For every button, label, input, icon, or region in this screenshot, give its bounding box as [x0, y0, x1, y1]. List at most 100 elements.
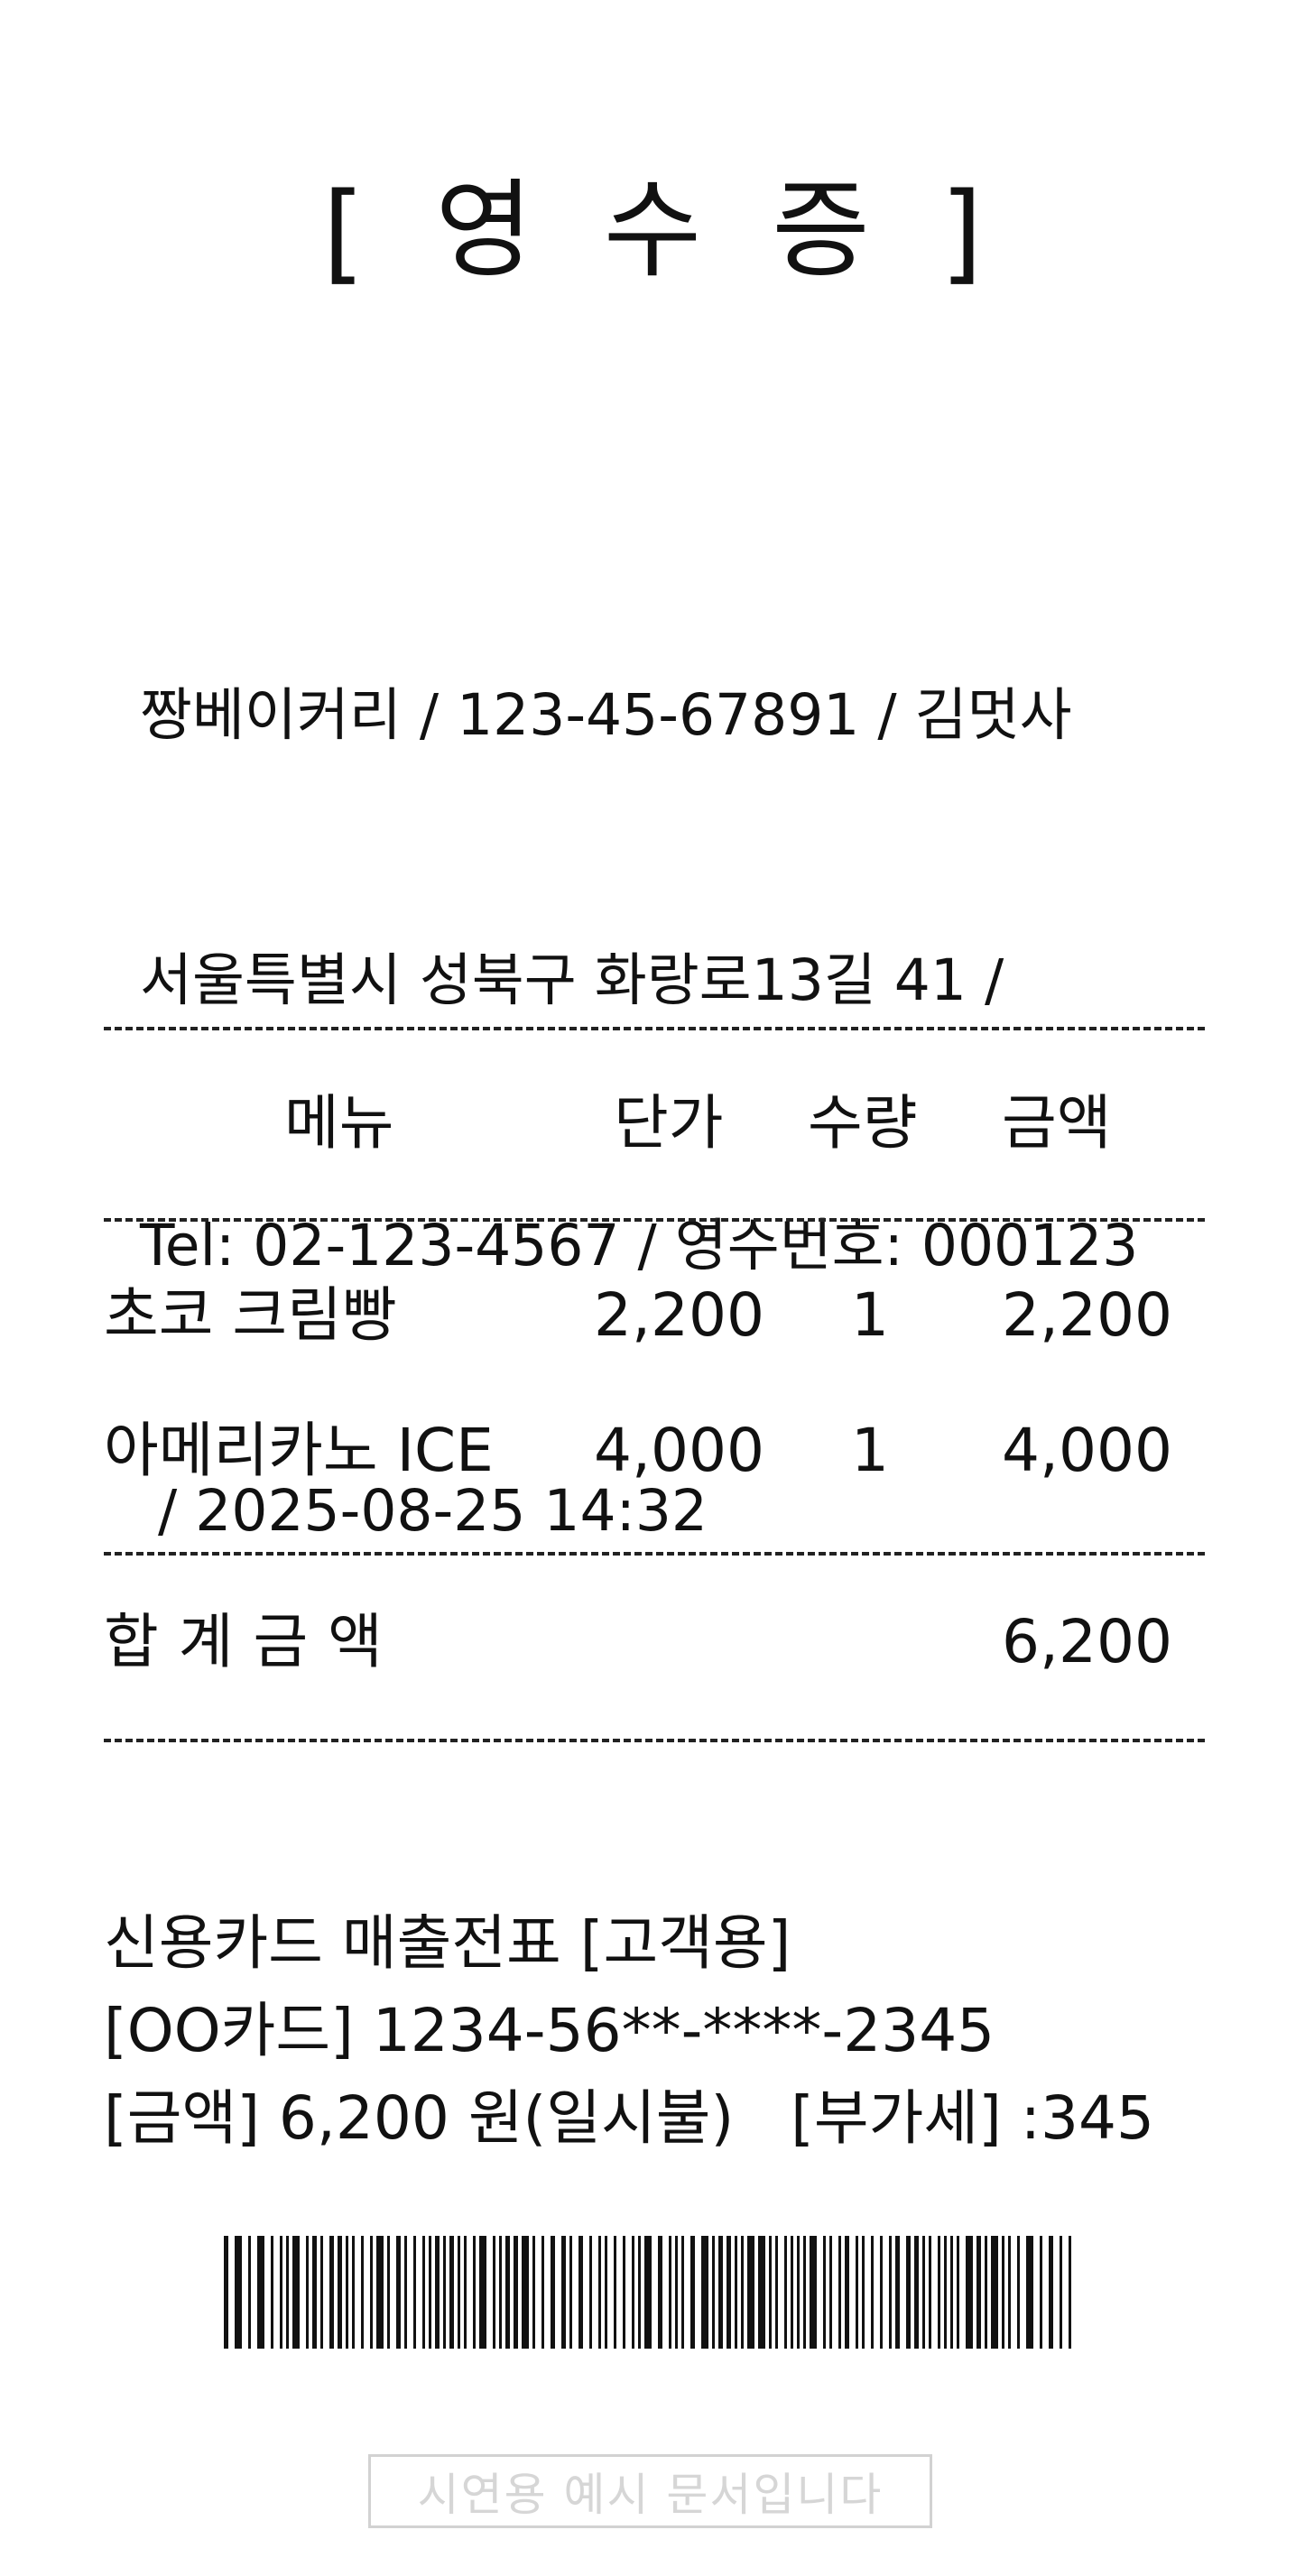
barcode-bar-40 — [569, 2236, 572, 2349]
barcode-bar-30 — [479, 2236, 486, 2349]
barcode-bar-16 — [370, 2236, 373, 2349]
barcode-bar-80 — [906, 2236, 911, 2349]
divider-total — [104, 1739, 1205, 1742]
barcode-bar-69 — [810, 2236, 817, 2349]
barcode-bar-9 — [312, 2236, 317, 2349]
barcode-bar-51 — [669, 2236, 671, 2349]
store-info: 짱베이커리 / 123-45-67891 / 김멋사 서울특별시 성북구 화랑로… — [140, 494, 1205, 1644]
item-1-qty: 1 — [851, 1280, 889, 1350]
title-bracket-close: ] — [939, 171, 983, 296]
card-slip: 신용카드 매출전표 [고객용] [OO카드] 1234-56**-****-23… — [104, 1899, 1223, 2162]
receipt-title: [ 영 수 증 ] — [0, 167, 1305, 293]
barcode-bar-37 — [541, 2236, 544, 2349]
barcode-bar-84 — [938, 2236, 940, 2349]
barcode-bar-22 — [422, 2236, 425, 2349]
barcode-bar-95 — [1026, 2236, 1033, 2349]
column-header-qty: 수량 — [808, 1088, 918, 1158]
barcode-bar-88 — [966, 2236, 973, 2349]
column-header-menu: 메뉴 — [284, 1088, 394, 1158]
barcode-bar-62 — [758, 2236, 765, 2349]
barcode-bar-28 — [464, 2236, 467, 2349]
barcode-bar-75 — [862, 2236, 865, 2349]
barcode-bar-25 — [443, 2236, 446, 2349]
total-label: 합계금액 — [104, 1607, 403, 1676]
barcode-bar-41 — [578, 2236, 583, 2349]
barcode-bar-7 — [292, 2236, 300, 2349]
barcode-bar-65 — [784, 2236, 787, 2349]
card-amount: [금액] 6,200 원(일시불) [부가세] :345 — [104, 2083, 1155, 2153]
barcode-bar-33 — [505, 2236, 510, 2349]
barcode-bar-90 — [985, 2236, 987, 2349]
barcode-bar-66 — [791, 2236, 793, 2349]
barcode-bar-86 — [950, 2236, 953, 2349]
column-header-amount: 금액 — [1002, 1088, 1112, 1158]
item-1-name: 초코 크림빵 — [104, 1280, 397, 1350]
barcode-bar-67 — [797, 2236, 800, 2349]
barcode-bar-91 — [991, 2236, 998, 2349]
divider-items — [104, 1552, 1205, 1556]
barcode-bar-11 — [329, 2236, 334, 2349]
barcode-bar-79 — [895, 2236, 900, 2349]
barcode-bar-36 — [532, 2236, 535, 2349]
barcode-bar-94 — [1017, 2236, 1020, 2349]
barcode-bar-87 — [957, 2236, 959, 2349]
barcode-bar-5 — [280, 2236, 282, 2349]
barcode-bar-23 — [429, 2236, 431, 2349]
barcode-bar-96 — [1040, 2236, 1042, 2349]
store-info-line-1: 짱베이커리 / 123-45-67891 / 김멋사 — [140, 682, 1072, 748]
card-slip-title: 신용카드 매출전표 [고객용] — [104, 1908, 791, 1978]
store-info-line-2: 서울특별시 성북구 화랑로13길 41 / — [140, 947, 1004, 1013]
barcode-bar-47 — [632, 2236, 634, 2349]
total-amount: 6,200 — [1002, 1607, 1172, 1676]
barcode-bar-15 — [361, 2236, 364, 2349]
barcode — [224, 2236, 1071, 2349]
barcode-bar-68 — [803, 2236, 806, 2349]
barcode-bar-0 — [224, 2236, 228, 2349]
barcode-bar-45 — [614, 2236, 616, 2349]
barcode-bar-43 — [598, 2236, 601, 2349]
store-info-line-3: Tel: 02-123-4567 / 영수번호: 000123 — [140, 1213, 1139, 1279]
barcode-bar-99 — [1069, 2236, 1071, 2349]
barcode-bar-46 — [623, 2236, 625, 2349]
item-2-price: 4,000 — [594, 1416, 764, 1485]
barcode-bar-42 — [589, 2236, 592, 2349]
barcode-bar-4 — [271, 2236, 273, 2349]
barcode-bar-71 — [829, 2236, 832, 2349]
divider-top — [104, 1027, 1205, 1030]
barcode-bar-82 — [922, 2236, 925, 2349]
column-header-price: 단가 — [614, 1088, 724, 1158]
barcode-bar-6 — [286, 2236, 289, 2349]
barcode-bar-50 — [658, 2236, 662, 2349]
card-number: [OO카드] 1234-56**-****-2345 — [104, 1996, 995, 2065]
barcode-bar-8 — [306, 2236, 309, 2349]
barcode-bar-31 — [493, 2236, 495, 2349]
barcode-bar-54 — [690, 2236, 695, 2349]
barcode-bar-14 — [352, 2236, 355, 2349]
barcode-bar-74 — [856, 2236, 858, 2349]
barcode-bar-73 — [845, 2236, 849, 2349]
barcode-bar-55 — [701, 2236, 708, 2349]
barcode-bar-20 — [404, 2236, 407, 2349]
barcode-bar-72 — [838, 2236, 841, 2349]
store-info-line-4: / 2025-08-25 14:32 — [140, 1478, 708, 1544]
barcode-bar-58 — [727, 2236, 731, 2349]
sample-stamp: 시연용 예시 문서입니다 — [368, 2454, 932, 2528]
barcode-bar-29 — [473, 2236, 476, 2349]
barcode-bar-60 — [741, 2236, 744, 2349]
barcode-bar-76 — [871, 2236, 874, 2349]
barcode-bar-53 — [681, 2236, 684, 2349]
barcode-bar-38 — [551, 2236, 555, 2349]
barcode-bar-78 — [889, 2236, 892, 2349]
item-1-price: 2,200 — [594, 1280, 764, 1350]
barcode-bar-2 — [248, 2236, 251, 2349]
title-char-1: 영 — [435, 168, 533, 292]
title-bracket-open: [ — [322, 171, 366, 296]
barcode-bar-59 — [735, 2236, 737, 2349]
barcode-bar-70 — [823, 2236, 826, 2349]
barcode-bar-24 — [435, 2236, 440, 2349]
barcode-bar-48 — [638, 2236, 641, 2349]
barcode-bar-13 — [346, 2236, 348, 2349]
barcode-bar-92 — [1002, 2236, 1004, 2349]
barcode-bar-35 — [522, 2236, 529, 2349]
barcode-bar-63 — [769, 2236, 772, 2349]
